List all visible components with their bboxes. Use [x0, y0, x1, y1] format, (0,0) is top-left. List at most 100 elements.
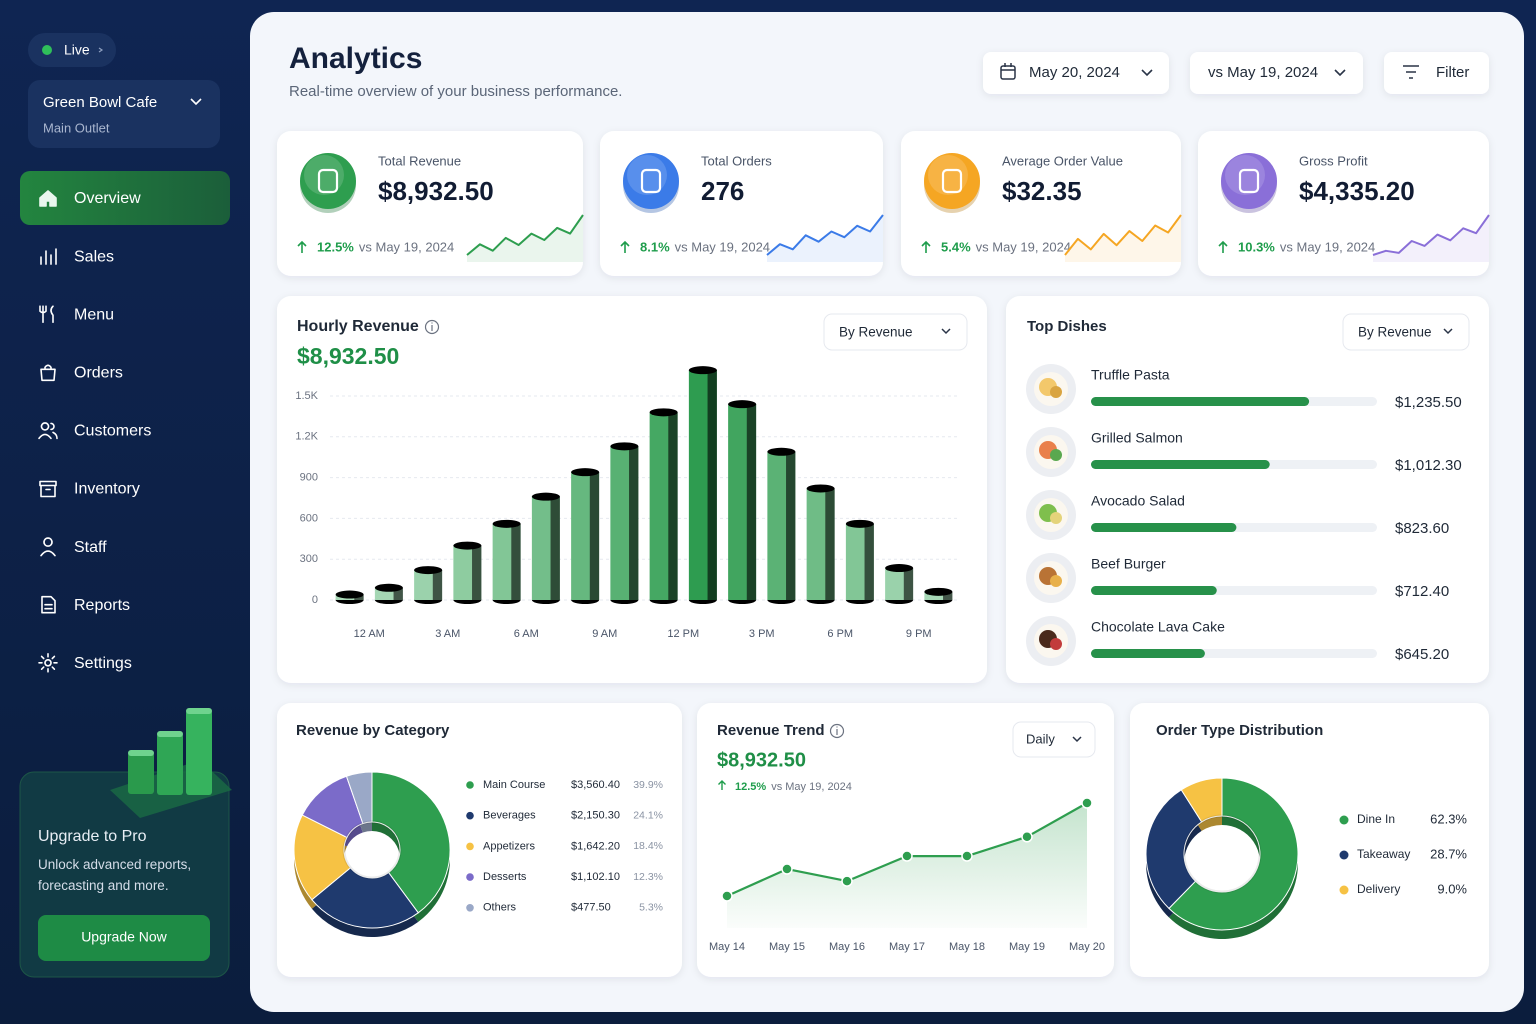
trend-point: [721, 890, 733, 902]
compare-chevron: [1334, 69, 1346, 77]
bar-side: [707, 370, 717, 600]
legend-percent: 24.1%: [633, 809, 663, 821]
nav-label: Staff: [74, 539, 107, 556]
y-tick-label: 1.2K: [295, 431, 318, 443]
up-arrow: [297, 240, 307, 253]
nav-item[interactable]: Overview: [20, 171, 230, 225]
kpi-icon-shine: [928, 155, 968, 195]
kpi-icon-glyph: [640, 168, 662, 194]
kpi-icon-shine: [627, 155, 667, 195]
date-label: May 20, 2024: [1029, 64, 1120, 81]
legend-value: 62.3%: [1430, 811, 1467, 826]
dish-bar: [1091, 460, 1270, 469]
donut-slice: [1145, 789, 1203, 910]
bar-top: [414, 566, 443, 575]
trend-dropdown[interactable]: [1012, 721, 1096, 758]
chevron: [941, 328, 951, 335]
nav-item[interactable]: Sales: [40, 248, 114, 265]
dish-thumb-food: [1050, 386, 1062, 398]
nav-item[interactable]: Orders: [40, 364, 123, 382]
date-picker[interactable]: [983, 52, 1169, 94]
hourly-title: Hourly Revenue: [297, 318, 419, 335]
hourly-dropdown[interactable]: [823, 313, 968, 351]
outlet-sub: Main Outlet: [43, 120, 110, 135]
nav-item[interactable]: Staff: [40, 537, 107, 557]
info-icon[interactable]: [424, 319, 440, 335]
x-tick-label: 12 PM: [667, 628, 699, 640]
nav-item[interactable]: Menu: [39, 305, 114, 324]
legend-percent: 18.4%: [633, 840, 663, 852]
bar: [335, 590, 364, 604]
dish-value: $712.40: [1395, 583, 1449, 600]
dish-thumb-food: [1050, 638, 1062, 650]
outlet-selector[interactable]: [28, 80, 220, 148]
nav-item[interactable]: Customers: [38, 422, 151, 440]
x-tick-label: May 18: [949, 941, 985, 953]
up-arrow: [1218, 240, 1228, 253]
nav-label: Settings: [74, 655, 132, 672]
status-pill[interactable]: [28, 33, 116, 67]
trend-total: $8,932.50: [717, 749, 806, 771]
legend-percent: 12.3%: [633, 871, 663, 883]
nav-icon: [39, 480, 57, 498]
legend-dot: [1339, 850, 1349, 860]
legend-dot: [1339, 885, 1349, 895]
nav-icon: [39, 305, 54, 324]
bar: [414, 566, 443, 604]
bar-side: [511, 523, 521, 600]
kpi-compare: vs May 19, 2024: [1280, 239, 1375, 254]
bar: [453, 541, 482, 604]
trend-title: Revenue Trend: [717, 722, 825, 739]
donut-slice: [1168, 777, 1299, 931]
legend-dot: [466, 842, 474, 851]
dishes-dropdown[interactable]: [1342, 313, 1470, 351]
compare-picker[interactable]: [1190, 52, 1363, 94]
kpi-icon-glyph: [1238, 168, 1260, 194]
bar: [492, 519, 521, 604]
y-tick-label: 0: [312, 594, 318, 606]
donut-slice: [293, 814, 352, 901]
legend-dot: [466, 781, 474, 789]
dish-thumb-food: [1050, 449, 1062, 461]
bar-side: [393, 587, 403, 600]
kpi-icon-glyph: [941, 168, 963, 194]
dishes-dropdown-label: By Revenue: [1358, 325, 1432, 340]
bar: [806, 484, 835, 604]
outlet-chevron: [190, 98, 202, 106]
nav-label: Sales: [74, 248, 114, 265]
nav-label: Overview: [74, 190, 141, 207]
nav-icon: [38, 422, 58, 440]
hourly-dropdown-label: By Revenue: [839, 325, 913, 340]
kpi-icon-shine: [304, 155, 344, 195]
bar: [688, 366, 717, 604]
kpi-value: $4,335.20: [1299, 176, 1415, 206]
bar-side: [589, 472, 600, 600]
nav-item[interactable]: Reports: [41, 595, 130, 614]
nav-item[interactable]: Settings: [38, 652, 132, 673]
compare-label: vs May 19, 2024: [1208, 64, 1318, 81]
kpi-label: Total Orders: [701, 153, 772, 168]
bar-top: [845, 519, 874, 528]
donut-hole-shade: [1182, 814, 1262, 894]
kpi-icon-shine: [1225, 155, 1265, 195]
dish-bar: [1091, 586, 1217, 595]
kpi-value: 276: [701, 176, 744, 206]
filter-button[interactable]: [1384, 52, 1489, 94]
nav-item[interactable]: Inventory: [39, 480, 140, 498]
x-tick-label: May 14: [709, 941, 745, 953]
bar-side: [864, 523, 874, 600]
bar-side: [668, 412, 678, 600]
info-icon[interactable]: [829, 723, 845, 739]
legend-amount: $2,150.30: [571, 810, 620, 822]
kpi-label: Average Order Value: [1002, 153, 1123, 168]
legend-label: Main Course: [483, 779, 545, 791]
dish-thumb-food: [1050, 512, 1062, 524]
upgrade-button[interactable]: [38, 915, 210, 961]
dish-name: Grilled Salmon: [1091, 430, 1183, 446]
bar: [610, 442, 639, 604]
nav-label: Orders: [74, 365, 123, 382]
x-tick-label: May 17: [889, 941, 925, 953]
nav-icon: [38, 652, 58, 673]
up-arrow: [718, 780, 726, 790]
